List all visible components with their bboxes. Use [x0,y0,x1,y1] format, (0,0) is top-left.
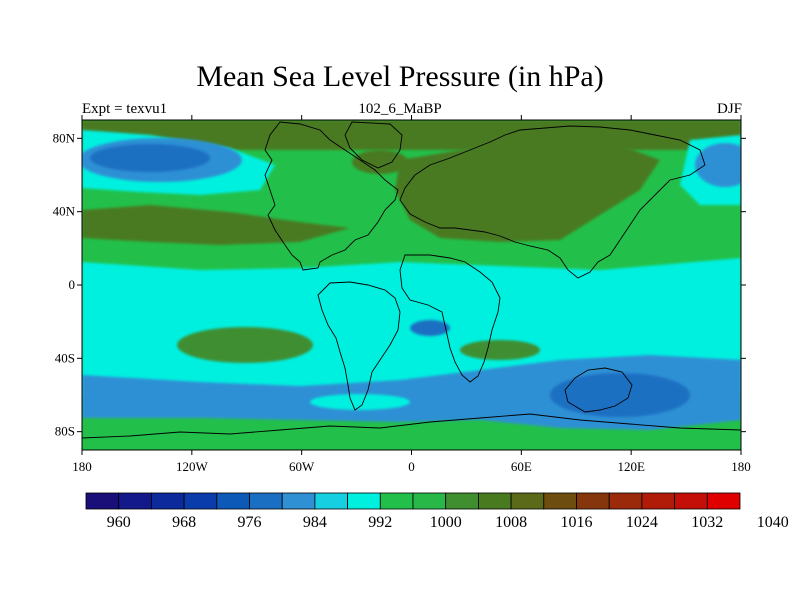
x-tick-label: 120E [617,459,645,474]
colorbar-label: 1040 [757,514,789,531]
colorbar-swatch [510,492,545,510]
x-tick-label: 120W [176,459,209,474]
colorbar-swatch [641,492,676,510]
colorbar-swatch [477,492,512,510]
colorbar-label: 984 [303,514,327,531]
field-southern-ocean-low-core [550,373,690,417]
y-tick-label: 40N [53,204,76,219]
colorbar-swatch [576,492,610,510]
colorbar-label: 1016 [561,514,593,531]
colorbar-swatch [412,492,447,510]
colorbar-swatch [706,492,741,510]
colorbar-label: 1000 [430,514,462,531]
x-tick-label: 60W [289,459,315,474]
pressure-field [82,120,741,450]
field-tropical-low [310,394,410,410]
colorbar-swatch [608,492,643,510]
colorbar-label: 992 [368,514,392,531]
colorbar-swatch [314,492,348,510]
y-axis: 80N 40N 0 40S 80S [53,130,746,439]
colorbar-label: 1024 [626,514,658,531]
colorbar-label: 968 [172,514,196,531]
colorbar-swatch [674,492,708,510]
colorbar-swatch [347,492,381,510]
colorbar-label: 1032 [691,514,723,531]
colorbar-label: 976 [238,514,262,531]
colorbar-swatch [281,492,316,510]
field-subtropical-high-belt [82,205,350,245]
chart-title: Mean Sea Level Pressure (in hPa) [196,60,604,93]
period-label: 102_6_MaBP [358,101,442,117]
field-siberian-high [352,150,408,174]
colorbar-swatch [249,492,283,510]
y-tick-label: 80S [55,424,75,439]
field-icelandic-low-core [695,143,741,187]
field-southern-ocean-low-core [410,320,450,336]
colorbar-swatch [379,492,414,510]
field-antarctic [82,440,741,450]
field-siberian-high [395,140,660,242]
colorbar-label: 960 [107,514,131,531]
colorbar-swatch [216,492,250,510]
colorbar-label: 1008 [495,514,527,531]
colorbar-swatch [118,492,152,510]
field-south-pacific-high [460,340,540,360]
colorbar: 960 968 976 984 992 1000 1008 1016 1024 1032 1040 [85,492,789,531]
x-axis: 180 120W 60W 0 60E 120E 180 [72,115,751,474]
season-label: DJF [716,101,742,117]
field-aleutian-low-deep [90,144,210,172]
colorbar-swatch [445,492,479,510]
colorbar-swatch [183,492,218,510]
x-tick-label: 60E [511,459,532,474]
field-south-pacific-high [177,327,313,363]
x-tick-label: 180 [731,459,751,474]
x-tick-label: 0 [408,459,415,474]
y-tick-label: 0 [69,277,76,292]
colorbar-swatch [543,492,577,510]
coastlines [82,121,741,439]
experiment-label: Expt = texvu1 [82,101,168,117]
colorbar-swatch [85,492,120,510]
x-tick-label: 180 [72,459,92,474]
y-tick-label: 80N [53,130,76,145]
y-tick-label: 40S [55,350,75,365]
colorbar-swatch [150,492,185,510]
